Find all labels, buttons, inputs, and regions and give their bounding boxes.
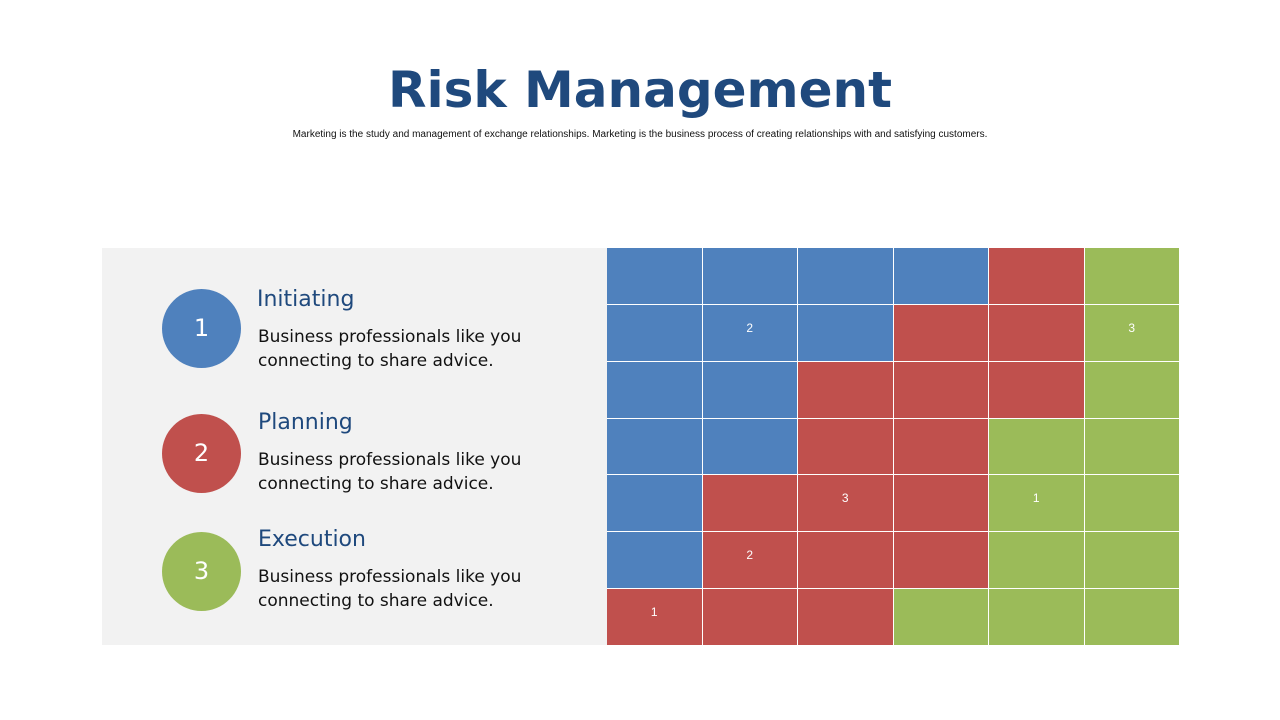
matrix-cell-label: 1 — [1032, 491, 1040, 506]
matrix-cell — [607, 248, 702, 304]
matrix-cell — [989, 304, 1084, 361]
step-2-circle: 2 — [162, 414, 241, 493]
matrix-cell — [893, 589, 988, 645]
step-3-description: Business professionals like you connecti… — [258, 567, 522, 611]
matrix-cell — [702, 248, 797, 304]
matrix-cell — [1084, 532, 1179, 589]
step-2-description: Business professionals like you connecti… — [258, 450, 522, 494]
matrix-cell — [607, 475, 702, 532]
matrix-cell — [607, 361, 702, 418]
matrix-cell — [798, 589, 893, 645]
step-2-title: Planning — [258, 410, 353, 435]
step-1-title: Initiating — [257, 287, 355, 312]
risk-matrix-grid: 2 3 3 1 2 1 — [607, 248, 1179, 645]
steps-panel: 1 Initiating Business professionals like… — [102, 248, 607, 645]
matrix-cell-label: 1 — [650, 605, 658, 620]
matrix-cell: 1 — [989, 475, 1084, 532]
matrix-cell — [1084, 248, 1179, 304]
matrix-cell: 3 — [1084, 304, 1179, 361]
matrix-cell — [893, 304, 988, 361]
matrix-cell: 2 — [702, 304, 797, 361]
matrix-cell: 3 — [798, 475, 893, 532]
slide-title: Risk Management — [387, 61, 893, 119]
step-1-description: Business professionals like you connecti… — [258, 327, 522, 371]
matrix-cell — [989, 532, 1084, 589]
matrix-cell-label: 2 — [746, 548, 754, 563]
matrix-cell — [702, 475, 797, 532]
matrix-cell — [1084, 361, 1179, 418]
matrix-cell — [989, 589, 1084, 645]
matrix-cell — [798, 532, 893, 589]
step-3-circle: 3 — [162, 532, 241, 611]
matrix-cell — [989, 361, 1084, 418]
matrix-cell — [893, 418, 988, 475]
step-3-title: Execution — [258, 527, 366, 552]
matrix-cell — [607, 418, 702, 475]
matrix-cell — [893, 532, 988, 589]
matrix-cell — [893, 248, 988, 304]
matrix-cell — [798, 418, 893, 475]
matrix-cell — [607, 532, 702, 589]
matrix-cell — [989, 418, 1084, 475]
matrix-cell — [1084, 418, 1179, 475]
matrix-cell — [989, 248, 1084, 304]
matrix-cell — [798, 361, 893, 418]
matrix-cell — [1084, 589, 1179, 645]
matrix-cell — [893, 475, 988, 532]
matrix-cell — [702, 361, 797, 418]
matrix-cell-label: 3 — [841, 491, 849, 506]
matrix-cell — [798, 304, 893, 361]
matrix-cell — [1084, 475, 1179, 532]
matrix-cell-label: 2 — [746, 320, 754, 335]
step-1-circle: 1 — [162, 289, 241, 368]
matrix-cell — [798, 248, 893, 304]
matrix-cell-label: 3 — [1128, 320, 1136, 335]
matrix-cell: 2 — [702, 532, 797, 589]
matrix-cell — [702, 418, 797, 475]
matrix-cell: 1 — [607, 589, 702, 645]
slide-subtitle: Marketing is the study and management of… — [292, 129, 988, 140]
matrix-cell — [607, 304, 702, 361]
matrix-cell — [702, 589, 797, 645]
matrix-cell — [893, 361, 988, 418]
